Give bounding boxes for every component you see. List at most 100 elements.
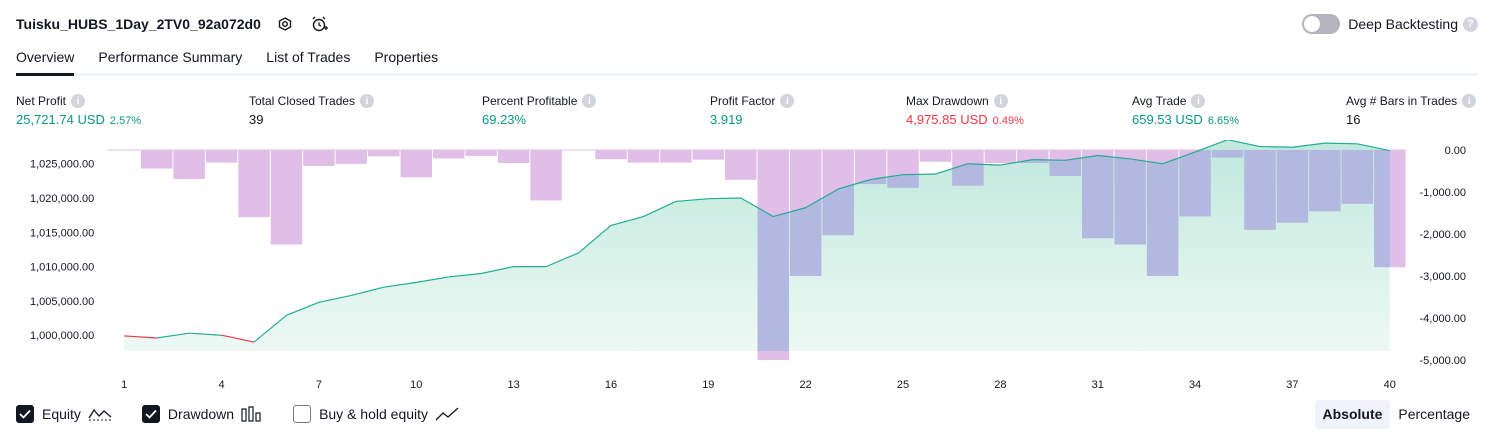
metric-total-closed-trades: Total Closed Trades i 39	[249, 94, 375, 127]
drawdown-bar-overlap	[1211, 150, 1244, 158]
info-icon[interactable]: i	[582, 94, 597, 108]
left-axis-tick: 1,000,000.00	[30, 330, 94, 342]
drawdown-bar[interactable]	[465, 150, 497, 156]
drawdown-bar[interactable]	[335, 150, 368, 164]
equity-line-segment	[124, 335, 157, 339]
drawdown-bar[interactable]	[725, 150, 757, 180]
equity-line-segment	[903, 173, 936, 176]
equity-line-segment	[481, 266, 514, 275]
settings-gear-icon[interactable]	[275, 14, 295, 34]
metric-profit-factor: Profit Factor i 3.919	[710, 94, 795, 127]
drawdown-bar[interactable]	[303, 150, 335, 166]
equity-line-segment	[1259, 145, 1293, 148]
equity-line-icon	[88, 406, 112, 422]
equity-line-segment	[740, 197, 774, 218]
drawdown-bar[interactable]	[595, 150, 627, 160]
drawdown-bar[interactable]	[140, 150, 173, 169]
metric-percent: 0.49%	[992, 115, 1024, 127]
info-icon[interactable]: i	[780, 94, 795, 108]
drawdown-bar[interactable]	[205, 150, 238, 163]
equity-line-segment	[1162, 151, 1196, 165]
tab-properties[interactable]: Properties	[374, 49, 439, 65]
drawdown-bar[interactable]	[433, 150, 465, 159]
drawdown-bar[interactable]	[400, 150, 432, 178]
legend-equity[interactable]: Equity	[16, 405, 112, 423]
metric-label: Net Profit	[16, 94, 67, 108]
x-axis-tick: 25	[897, 379, 909, 391]
equity-line-segment	[318, 294, 352, 303]
metric-label: Avg Trade	[1132, 94, 1187, 108]
drawdown-bar[interactable]	[692, 150, 725, 160]
drawdown-bar[interactable]	[627, 150, 660, 163]
drawdown-bar[interactable]	[919, 150, 952, 162]
drawdown-bar[interactable]	[368, 150, 400, 157]
drawdown-bar[interactable]	[238, 150, 270, 218]
drawdown-bar[interactable]	[497, 150, 530, 164]
equity-line-segment	[1292, 142, 1325, 148]
info-icon[interactable]: i	[1191, 94, 1206, 108]
left-axis-tick: 1,005,000.00	[30, 296, 94, 308]
x-axis-tick: 22	[800, 379, 812, 391]
buy-hold-checkbox[interactable]	[293, 405, 312, 423]
tab-overview[interactable]: Overview	[16, 44, 75, 76]
legend-buy-hold-equity[interactable]: Buy & hold equity	[293, 405, 459, 423]
equity-line-segment	[383, 281, 417, 288]
x-axis-tick: 10	[410, 379, 422, 391]
info-icon[interactable]: i	[71, 94, 86, 108]
drawdown-checkbox[interactable]	[141, 405, 160, 423]
metric-value: 659.53 USD	[1132, 112, 1203, 127]
right-axis-tick: -4,000.00	[1420, 313, 1466, 325]
drawdown-bar[interactable]	[173, 150, 205, 179]
left-axis-tick: 1,025,000.00	[30, 159, 94, 171]
drawdown-bar[interactable]	[660, 150, 692, 163]
info-icon[interactable]: i	[360, 94, 375, 108]
metric-label: Percent Profitable	[482, 94, 578, 108]
legend-drawdown[interactable]: Drawdown	[141, 405, 263, 423]
equity-line-segment	[1357, 143, 1390, 152]
equity-line-segment	[221, 334, 255, 343]
metric-value: 16	[1346, 112, 1361, 127]
drawdown-bar-overlap	[1374, 150, 1390, 268]
drawdown-bar[interactable]	[530, 150, 562, 201]
tab-performance-summary[interactable]: Performance Summary	[98, 49, 243, 65]
x-axis-tick: 7	[316, 379, 322, 391]
info-icon[interactable]: i	[1462, 94, 1477, 108]
deep-backtesting-label: Deep Backtesting	[1348, 16, 1458, 32]
percentage-button[interactable]: Percentage	[1398, 406, 1470, 422]
right-axis-tick: -3,000.00	[1420, 271, 1466, 283]
drawdown-bar-overlap	[1114, 150, 1146, 245]
drawdown-bar-overlap	[1341, 150, 1374, 204]
equity-checkbox[interactable]	[16, 405, 34, 423]
equity-line-segment	[1194, 140, 1228, 153]
drawdown-bar[interactable]	[270, 150, 303, 245]
equity-line-segment	[870, 174, 904, 181]
x-axis-tick: 34	[1189, 379, 1201, 391]
help-icon[interactable]: ?	[1463, 16, 1478, 32]
equity-drawdown-chart[interactable]: 1,025,000.00 1,020,000.00 1,015,000.00 1,01…	[0, 140, 1494, 396]
buy-hold-line-icon	[435, 406, 459, 422]
metric-value: 4,975.85 USD	[906, 112, 988, 127]
equity-area	[124, 140, 1390, 351]
x-axis-tick: 40	[1384, 379, 1396, 391]
equity-line-segment	[351, 286, 384, 297]
left-axis-tick: 1,020,000.00	[30, 193, 94, 205]
drawdown-bar[interactable]	[984, 150, 1017, 164]
metric-label: Avg # Bars in Trades	[1346, 94, 1458, 108]
metric-label: Profit Factor	[710, 94, 776, 108]
equity-line-segment	[837, 178, 871, 190]
equity-line-segment	[189, 332, 222, 336]
x-axis-tick: 37	[1286, 379, 1298, 391]
equity-line-segment	[708, 197, 741, 200]
metric-label: Max Drawdown	[906, 94, 989, 108]
info-icon[interactable]: i	[993, 94, 1008, 108]
tab-list-of-trades[interactable]: List of Trades	[266, 49, 351, 65]
equity-line-segment	[610, 215, 644, 227]
right-axis-tick: -1,000.00	[1420, 187, 1466, 199]
absolute-button[interactable]: Absolute	[1314, 400, 1391, 429]
add-alert-icon[interactable]	[309, 14, 329, 34]
equity-line-segment	[253, 314, 287, 343]
x-axis-tick: 1	[121, 379, 127, 391]
equity-line-segment	[1097, 154, 1131, 160]
deep-backtesting-toggle[interactable]	[1302, 14, 1341, 34]
legend-label: Drawdown	[167, 406, 235, 422]
